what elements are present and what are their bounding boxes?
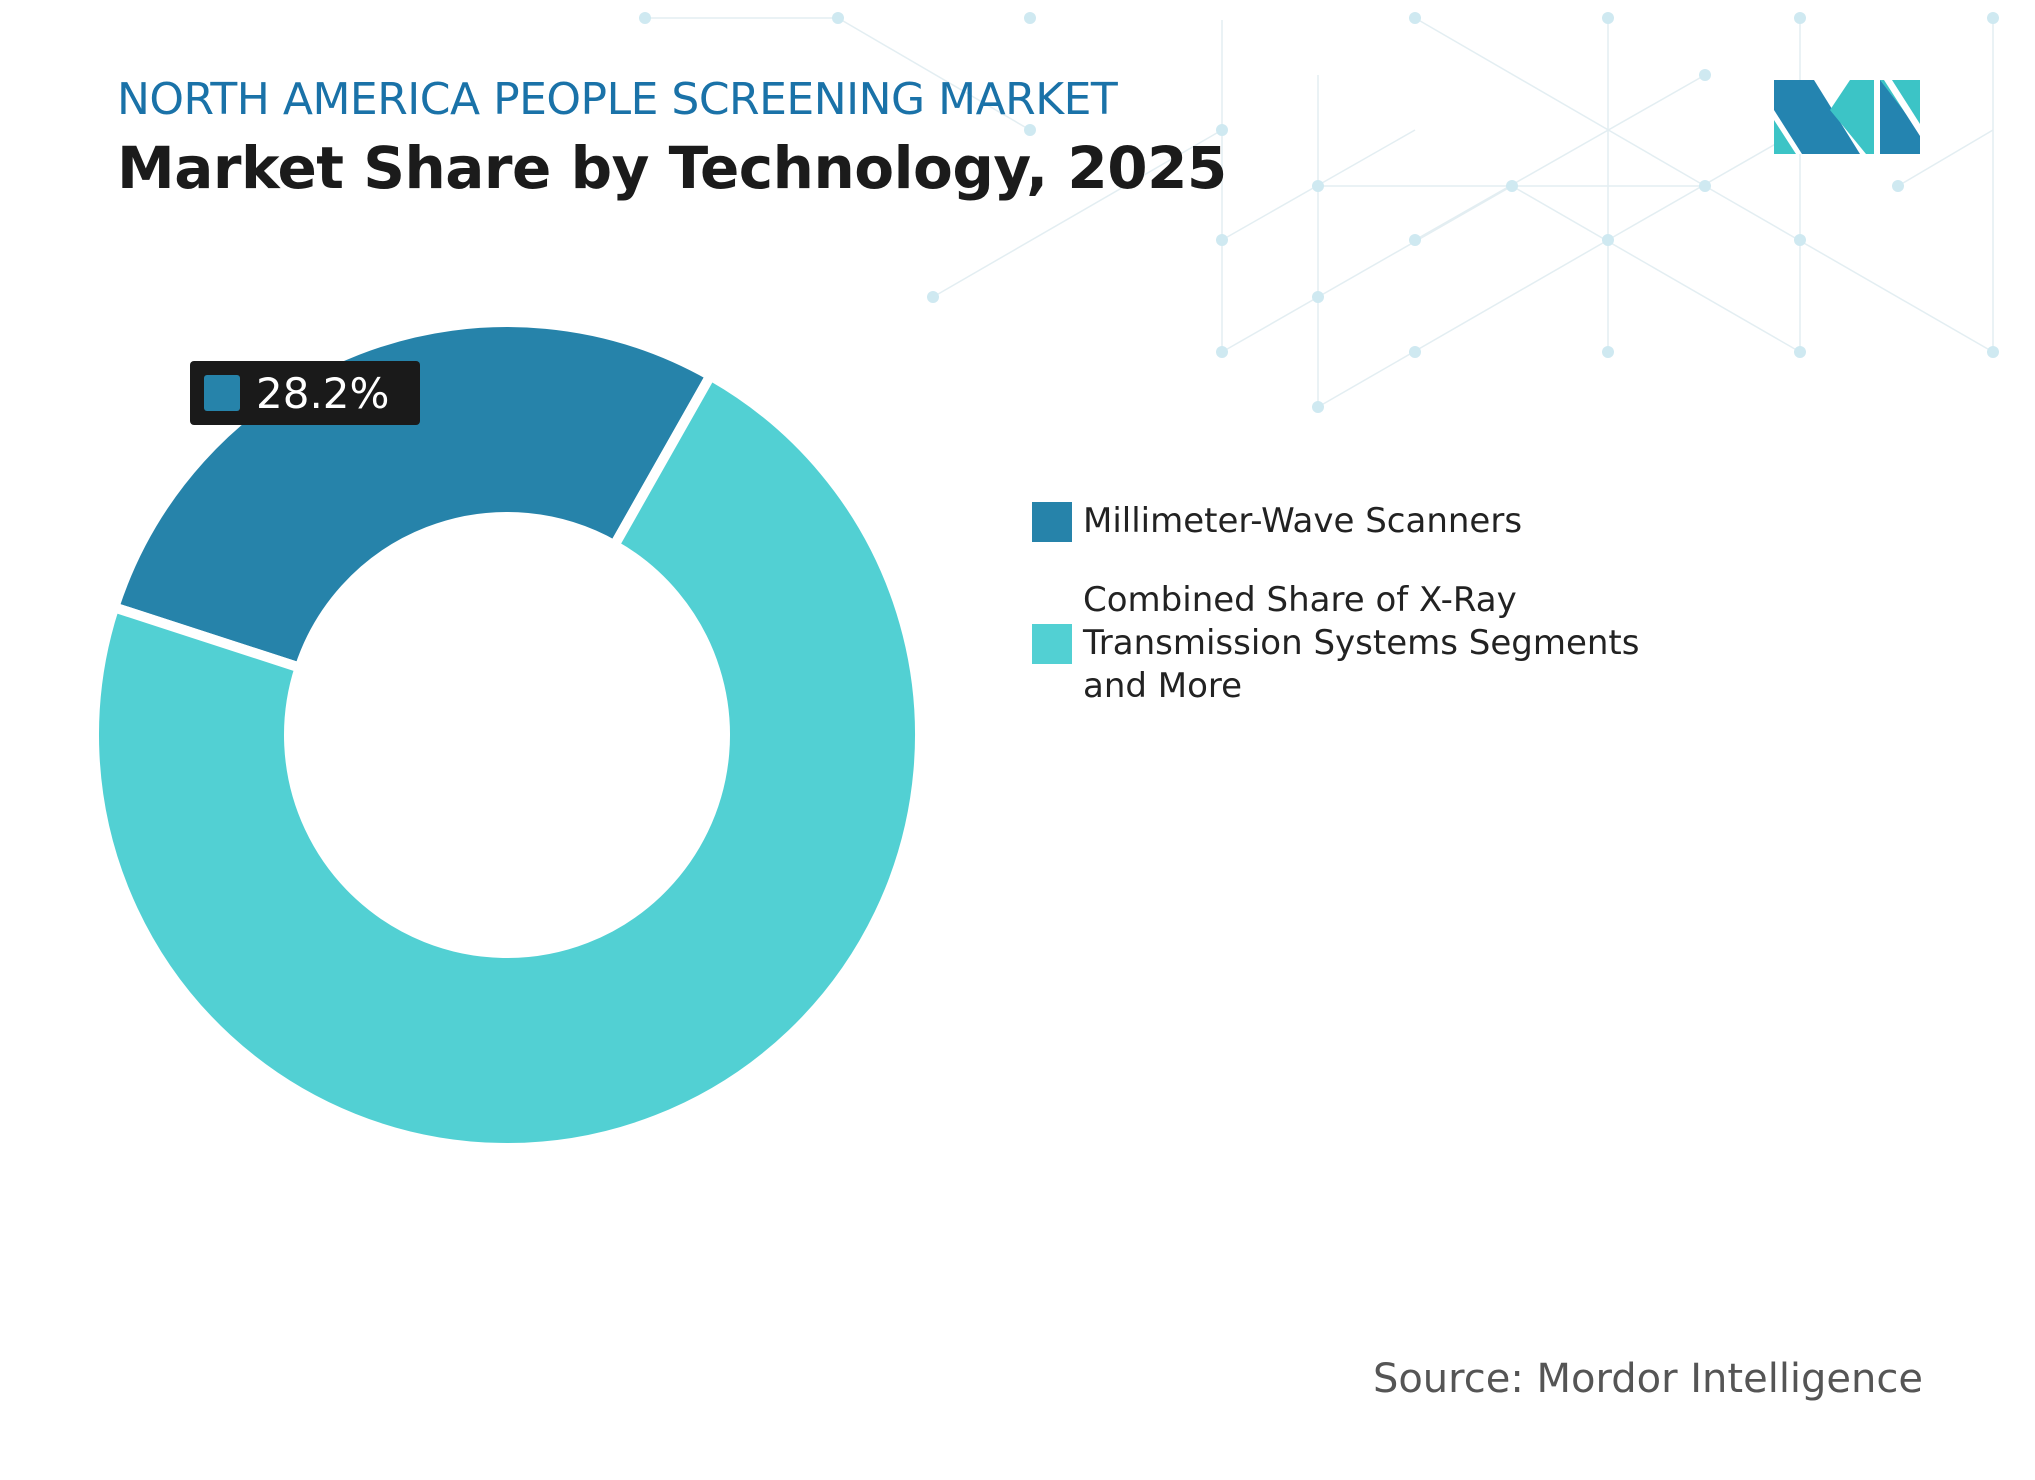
pattern-dot bbox=[1794, 346, 1806, 358]
pattern-dot bbox=[1602, 12, 1614, 24]
legend-item: Combined Share of X-Ray Transmission Sys… bbox=[1032, 579, 1732, 708]
pattern-dot bbox=[1216, 234, 1228, 246]
pattern-dot bbox=[1506, 180, 1518, 192]
data-label-text: 28.2% bbox=[256, 368, 390, 418]
pattern-dot bbox=[1602, 346, 1614, 358]
pattern-line bbox=[837, 17, 1031, 131]
chart-title: Market Share by Technology, 2025 bbox=[117, 134, 1227, 202]
legend-label: Millimeter-Wave Scanners bbox=[1083, 501, 1523, 541]
pattern-dot bbox=[1987, 346, 1999, 358]
pattern-dot bbox=[1312, 180, 1324, 192]
pattern-line bbox=[932, 129, 1223, 298]
pattern-dot bbox=[927, 291, 939, 303]
pattern-dot bbox=[1312, 291, 1324, 303]
pattern-dot bbox=[1409, 12, 1421, 24]
pattern-dot bbox=[639, 12, 651, 24]
source-note: Source: Mordor Intelligence bbox=[1372, 1356, 1923, 1402]
pattern-line bbox=[1221, 185, 1513, 353]
pattern-line bbox=[1414, 17, 1706, 187]
legend-swatch bbox=[1032, 501, 1072, 542]
mordor-intelligence-logo bbox=[1774, 80, 1920, 154]
pattern-line bbox=[1317, 239, 1609, 408]
pattern-dot bbox=[1699, 180, 1711, 192]
pattern-dot bbox=[1312, 401, 1324, 413]
pattern-dot bbox=[1216, 124, 1228, 136]
pattern-dot bbox=[1794, 234, 1806, 246]
pattern-dot bbox=[1024, 124, 1036, 136]
pattern-dot bbox=[1987, 12, 1999, 24]
pattern-dot bbox=[832, 12, 844, 24]
pattern-dot bbox=[1794, 12, 1806, 24]
pattern-line bbox=[1414, 74, 1706, 241]
pattern-dot bbox=[1892, 180, 1904, 192]
legend-swatch bbox=[1032, 623, 1072, 664]
pattern-dot bbox=[1024, 12, 1036, 24]
pattern-dot bbox=[1409, 234, 1421, 246]
pattern-line bbox=[1511, 185, 1801, 353]
pattern-line bbox=[1704, 185, 1994, 353]
data-label-swatch bbox=[204, 375, 240, 411]
pattern-dot bbox=[1409, 346, 1421, 358]
pattern-dot bbox=[1699, 69, 1711, 81]
legend-label: Combined Share of X-Ray Transmission Sys… bbox=[1083, 580, 1640, 706]
legend-item: Millimeter-Wave Scanners bbox=[1032, 500, 1732, 543]
pattern-dot bbox=[1602, 234, 1614, 246]
data-label-millimeter-wave: 28.2% bbox=[190, 361, 420, 425]
pattern-line bbox=[1897, 129, 1994, 187]
pattern-dot bbox=[1216, 346, 1228, 358]
legend: Millimeter-Wave Scanners Combined Share … bbox=[1032, 500, 1732, 744]
donut-slice-1 bbox=[89, 368, 925, 1153]
chart-subtitle: NORTH AMERICA PEOPLE SCREENING MARKET bbox=[117, 74, 1118, 125]
